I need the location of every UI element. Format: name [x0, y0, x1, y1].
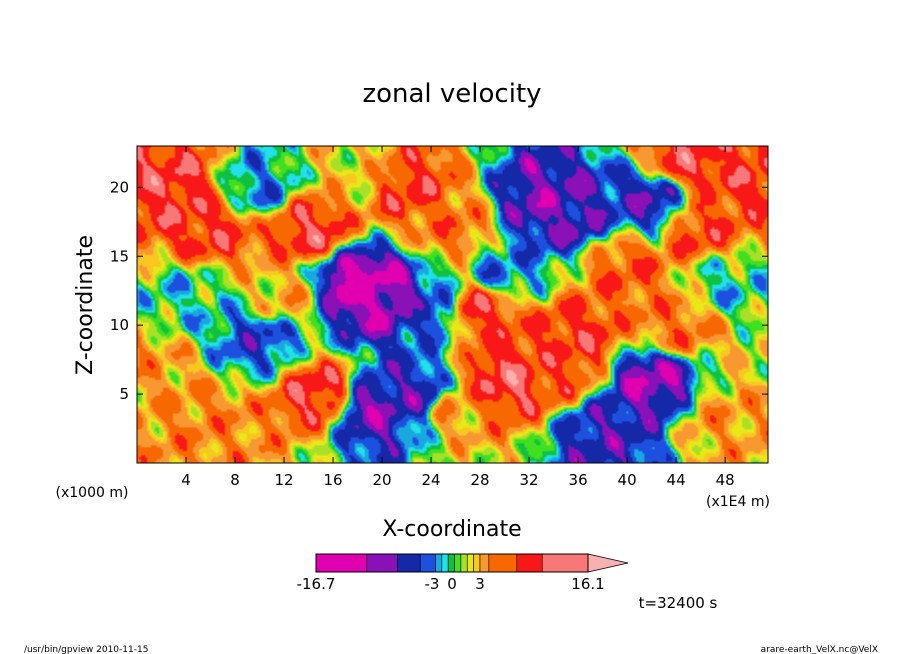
colorbar-segment	[435, 553, 443, 573]
colorbar-segment	[315, 553, 368, 573]
y-tick-label: 5	[119, 385, 129, 403]
colorbar-frame	[315, 553, 589, 573]
y-tick-label: 15	[110, 247, 129, 265]
colorbar-label: -3	[425, 575, 440, 593]
plot-frame	[136, 145, 769, 464]
colorbar-segment	[473, 553, 481, 573]
chart-title: zonal velocity	[362, 79, 541, 109]
x-axis-ticks: 4 8 12 16 20 24 28 32 36 40 44 48	[181, 146, 735, 489]
y-axis-ticks: 5 10 15 20	[110, 178, 768, 403]
y-axis-label: Z-coordinate	[73, 235, 98, 375]
colorbar-segment	[516, 553, 543, 573]
x-tick-label: 4	[181, 471, 191, 489]
y-tick-label: 10	[110, 316, 129, 334]
colorbar	[315, 553, 629, 573]
colorbar-segment	[397, 553, 421, 573]
colorbar-label: -16.7	[297, 575, 336, 593]
x-unit-note: (x1E4 m)	[706, 494, 770, 510]
colorbar-segment	[454, 553, 462, 573]
colorbar-segment	[466, 553, 474, 573]
colorbar-segment	[366, 553, 398, 573]
footer-right: arare-earth_VelX.nc@VelX	[761, 645, 878, 654]
colorbar-segment	[488, 553, 518, 573]
colorbar-segment	[447, 553, 455, 573]
x-tick-label: 44	[667, 471, 686, 489]
x-tick-label: 28	[471, 471, 490, 489]
colorbar-label: 0	[447, 575, 457, 593]
y-unit-note: (x1000 m)	[56, 485, 129, 501]
colorbar-label: 16.1	[571, 575, 604, 593]
colorbar-segment	[419, 553, 436, 573]
footer-left: /usr/bin/gpview 2010-11-15	[24, 645, 148, 654]
colorbar-label: 3	[475, 575, 485, 593]
x-tick-label: 8	[230, 471, 240, 489]
colorbar-segment	[479, 553, 490, 573]
x-tick-label: 48	[716, 471, 735, 489]
colorbar-extend-arrow	[587, 553, 629, 573]
x-tick-label: 36	[569, 471, 588, 489]
y-tick-label: 20	[110, 178, 129, 196]
x-tick-label: 20	[373, 471, 392, 489]
x-tick-label: 12	[274, 471, 293, 489]
contour-field	[137, 146, 768, 463]
colorbar-labels: -16.7 -3 0 3 16.1	[297, 575, 605, 593]
x-tick-label: 40	[618, 471, 637, 489]
x-tick-label: 16	[323, 471, 342, 489]
time-annotation: t=32400 s	[639, 594, 718, 612]
x-tick-label: 24	[422, 471, 441, 489]
colorbar-segment	[441, 553, 449, 573]
colorbar-segment	[541, 553, 589, 573]
x-axis-label: X-coordinate	[382, 517, 521, 542]
colorbar-segment	[460, 553, 468, 573]
x-tick-label: 32	[520, 471, 539, 489]
